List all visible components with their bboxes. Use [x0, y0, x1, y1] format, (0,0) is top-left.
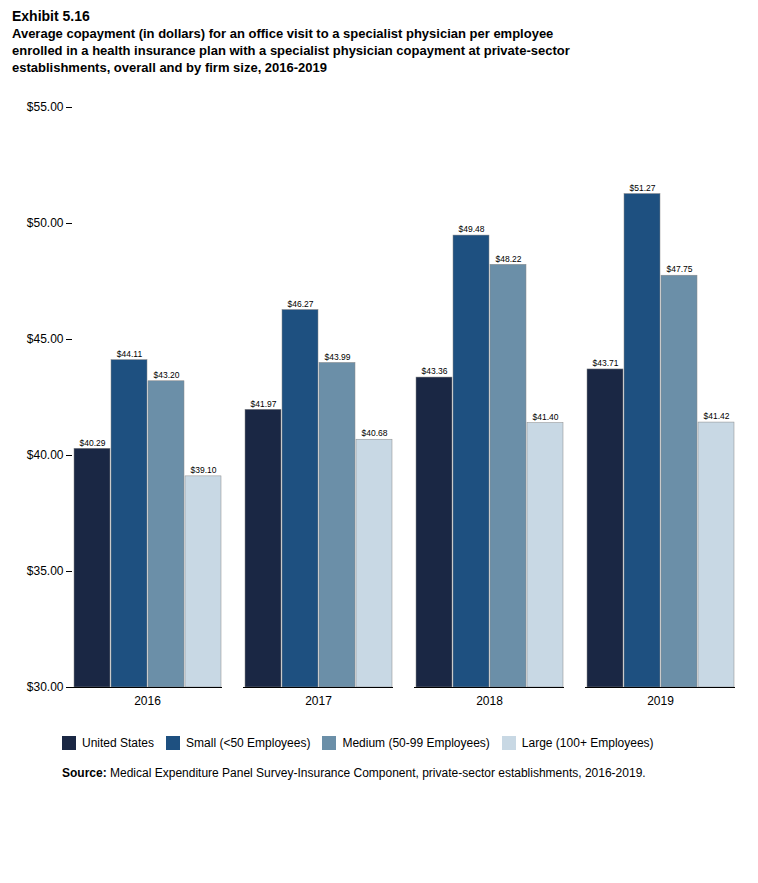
svg-text:$49.48: $49.48	[459, 224, 485, 234]
svg-text:$39.10: $39.10	[191, 465, 217, 475]
svg-text:$41.40: $41.40	[533, 411, 559, 421]
svg-text:2018: 2018	[476, 694, 503, 708]
svg-text:$48.22: $48.22	[496, 253, 522, 263]
html-text:Average copayment (in dollars): Average copayment (in dollars) for an of…	[12, 26, 570, 75]
svg-text:$30.00: $30.00	[27, 680, 64, 694]
html-text:United States: United States	[82, 736, 154, 751]
svg-text:2017: 2017	[305, 694, 332, 708]
svg-text:$44.11: $44.11	[117, 349, 143, 359]
svg-text:$41.97: $41.97	[251, 398, 277, 408]
svg-text:$43.36: $43.36	[422, 366, 448, 376]
svg-text:$43.20: $43.20	[154, 370, 180, 380]
html-text:Small (<50 Employees): Small (<50 Employees)	[186, 736, 311, 751]
svg-text:$35.00: $35.00	[27, 564, 64, 578]
html-text:Large (100+ Employees): Large (100+ Employees)	[521, 736, 654, 751]
svg-text:$55.00: $55.00	[27, 100, 64, 114]
svg-text:$40.00: $40.00	[27, 448, 64, 462]
html-text:Source: Medical Expenditure Pa: Source: Medical Expenditure Panel Survey…	[62, 765, 646, 780]
svg-text:2016: 2016	[134, 694, 161, 708]
svg-text:$40.68: $40.68	[362, 428, 388, 438]
svg-text:$40.29: $40.29	[80, 437, 106, 447]
svg-text:$43.99: $43.99	[325, 351, 351, 361]
html-text:Medium (50-99 Employees): Medium (50-99 Employees)	[342, 736, 490, 751]
svg-text:$43.71: $43.71	[593, 358, 619, 368]
html-text:Exhibit 5.16: Exhibit 5.16	[12, 8, 90, 24]
svg-text:$47.75: $47.75	[667, 264, 693, 274]
svg-text:$45.00: $45.00	[27, 332, 64, 346]
svg-text:2019: 2019	[647, 694, 674, 708]
svg-text:$50.00: $50.00	[27, 216, 64, 230]
svg-text:$46.27: $46.27	[288, 298, 314, 308]
svg-text:$51.27: $51.27	[630, 182, 656, 192]
svg-text:$41.42: $41.42	[704, 411, 730, 421]
